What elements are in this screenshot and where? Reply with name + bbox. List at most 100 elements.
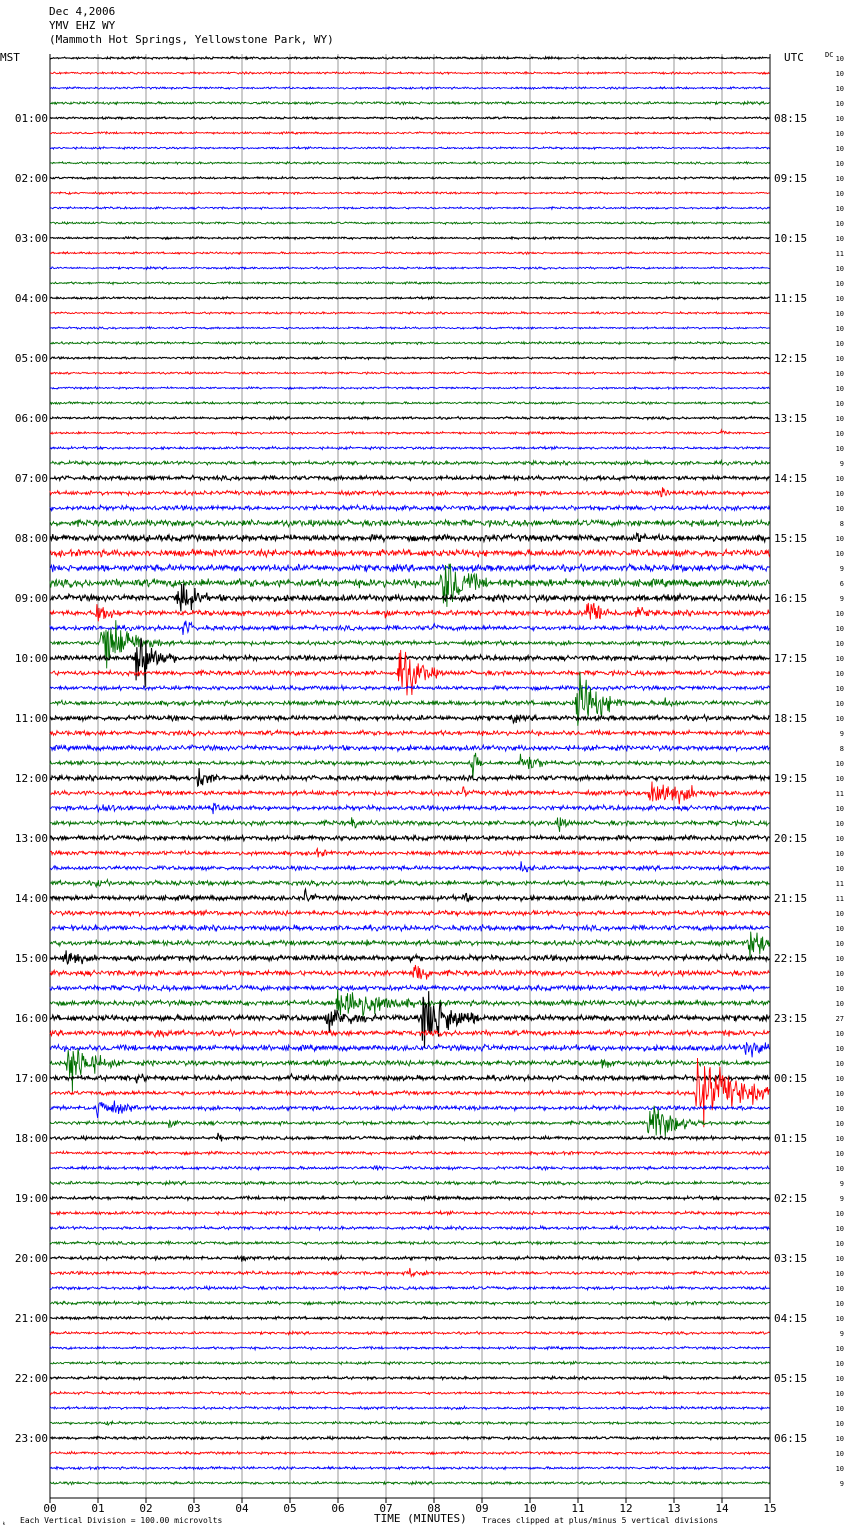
right-hour-label: 02:15 — [774, 1192, 807, 1205]
trace-row-86 — [49, 1345, 770, 1352]
trace-row-88 — [50, 1374, 770, 1382]
chart-date: Dec 4,2006 — [49, 5, 116, 18]
trace-row-17 — [49, 310, 770, 316]
x-tick-label: 07 — [379, 1502, 392, 1515]
dc-offset-label: 10 — [836, 1030, 844, 1038]
dc-offset-label: 10 — [836, 925, 844, 933]
trace-row-60 — [49, 950, 770, 965]
dc-offset-label: 10 — [836, 430, 844, 438]
trace-row-19 — [49, 340, 770, 346]
trace-row-0 — [49, 55, 770, 61]
x-tick-label: 03 — [187, 1502, 200, 1515]
dc-offset-label: 10 — [836, 610, 844, 618]
trace-row-4 — [49, 115, 770, 122]
left-hour-label: 04:00 — [15, 292, 48, 305]
left-hour-label: 11:00 — [15, 712, 48, 725]
trace-row-6 — [49, 145, 770, 151]
dc-offset-label: 10 — [836, 1420, 844, 1428]
right-hour-label: 15:15 — [774, 532, 807, 545]
dc-offset-label: 10 — [836, 1315, 844, 1323]
dc-offset-label: 10 — [836, 280, 844, 288]
trace-row-40 — [49, 637, 770, 687]
right-timezone-label: UTC — [784, 51, 804, 64]
trace-row-82 — [49, 1284, 770, 1292]
right-hour-label: 13:15 — [774, 412, 807, 425]
x-tick-label: 00 — [43, 1502, 56, 1515]
dc-offset-label: 10 — [836, 1150, 844, 1158]
trace-row-26 — [49, 445, 770, 451]
dc-offset-label: 10 — [836, 1060, 844, 1068]
dc-offset-label: 10 — [836, 940, 844, 948]
station-location: (Mammoth Hot Springs, Yellowstone Park, … — [49, 33, 334, 46]
trace-row-35 — [49, 563, 770, 607]
trace-row-84 — [49, 1314, 771, 1322]
right-hour-label: 06:15 — [774, 1432, 807, 1445]
dc-offset-label: 10 — [836, 685, 844, 693]
dc-offset-label: 10 — [836, 175, 844, 183]
dc-offset-label: 10 — [836, 190, 844, 198]
trace-row-72 — [49, 1132, 771, 1142]
trace-row-91 — [49, 1419, 770, 1427]
trace-row-45 — [49, 728, 771, 738]
dc-offset-label: 10 — [836, 1270, 844, 1278]
right-hour-label: 19:15 — [774, 772, 807, 785]
dc-offset-label: 10 — [836, 310, 844, 318]
dc-offset-label: 11 — [836, 880, 844, 888]
trace-row-80 — [49, 1254, 770, 1262]
dc-offset-label: 10 — [836, 955, 844, 963]
x-tick-label: 11 — [571, 1502, 584, 1515]
trace-row-28 — [49, 473, 771, 483]
left-hour-label: 08:00 — [15, 532, 48, 545]
right-hour-label: 05:15 — [774, 1372, 807, 1385]
trace-row-67 — [49, 1048, 771, 1092]
trace-row-13 — [49, 250, 770, 256]
trace-row-81 — [49, 1267, 770, 1279]
trace-row-22 — [49, 385, 770, 391]
right-hour-label: 03:15 — [774, 1252, 807, 1265]
dc-offset-label: 10 — [836, 1090, 844, 1098]
right-hour-label: 12:15 — [774, 352, 807, 365]
dc-offset-label: 10 — [836, 850, 844, 858]
dc-offset-label: 11 — [836, 895, 844, 903]
trace-row-21 — [49, 370, 770, 376]
trace-row-59 — [49, 931, 771, 959]
trace-row-65 — [49, 1028, 770, 1039]
dc-offset-label: 8 — [840, 745, 844, 753]
dc-offset-label: 10 — [836, 370, 844, 378]
trace-row-55 — [49, 877, 770, 889]
dc-offset-label: 8 — [840, 520, 844, 528]
trace-row-75 — [49, 1179, 770, 1187]
x-tick-label: 06 — [331, 1502, 344, 1515]
left-hour-label: 07:00 — [15, 472, 48, 485]
dc-offset-label: 10 — [836, 85, 844, 93]
trace-row-49 — [49, 781, 771, 805]
trace-row-64 — [49, 991, 771, 1049]
left-hour-label: 14:00 — [15, 892, 48, 905]
corner-mark: ₖ — [2, 1519, 6, 1527]
dc-offset-label: 10 — [836, 115, 844, 123]
trace-row-87 — [49, 1360, 770, 1366]
trace-row-70 — [49, 1100, 770, 1118]
dc-header-label: DC — [825, 51, 833, 59]
dc-offset-label: 9 — [840, 1480, 844, 1488]
right-hour-label: 16:15 — [774, 592, 807, 605]
trace-row-61 — [49, 964, 770, 980]
dc-offset-label: 10 — [836, 1435, 844, 1443]
dc-offset-label: 6 — [840, 580, 844, 588]
left-hour-label: 01:00 — [15, 112, 48, 125]
left-hour-label: 18:00 — [15, 1132, 48, 1145]
dc-offset-label: 10 — [836, 715, 844, 723]
x-axis-title: TIME (MINUTES) — [374, 1512, 467, 1525]
dc-offset-label: 10 — [836, 340, 844, 348]
dc-offset-label: 10 — [836, 160, 844, 168]
trace-row-8 — [49, 175, 770, 181]
dc-offset-label: 27 — [836, 1015, 844, 1023]
clip-note: Traces clipped at plus/minus 5 vertical … — [482, 1516, 718, 1525]
dc-offset-label: 10 — [836, 415, 844, 423]
dc-offset-label: 10 — [836, 505, 844, 513]
left-hour-label: 23:00 — [15, 1432, 48, 1445]
station-code: YMV EHZ WY — [49, 19, 116, 32]
trace-row-47 — [49, 752, 771, 779]
trace-row-23 — [49, 400, 770, 406]
x-tick-label: 05 — [283, 1502, 296, 1515]
